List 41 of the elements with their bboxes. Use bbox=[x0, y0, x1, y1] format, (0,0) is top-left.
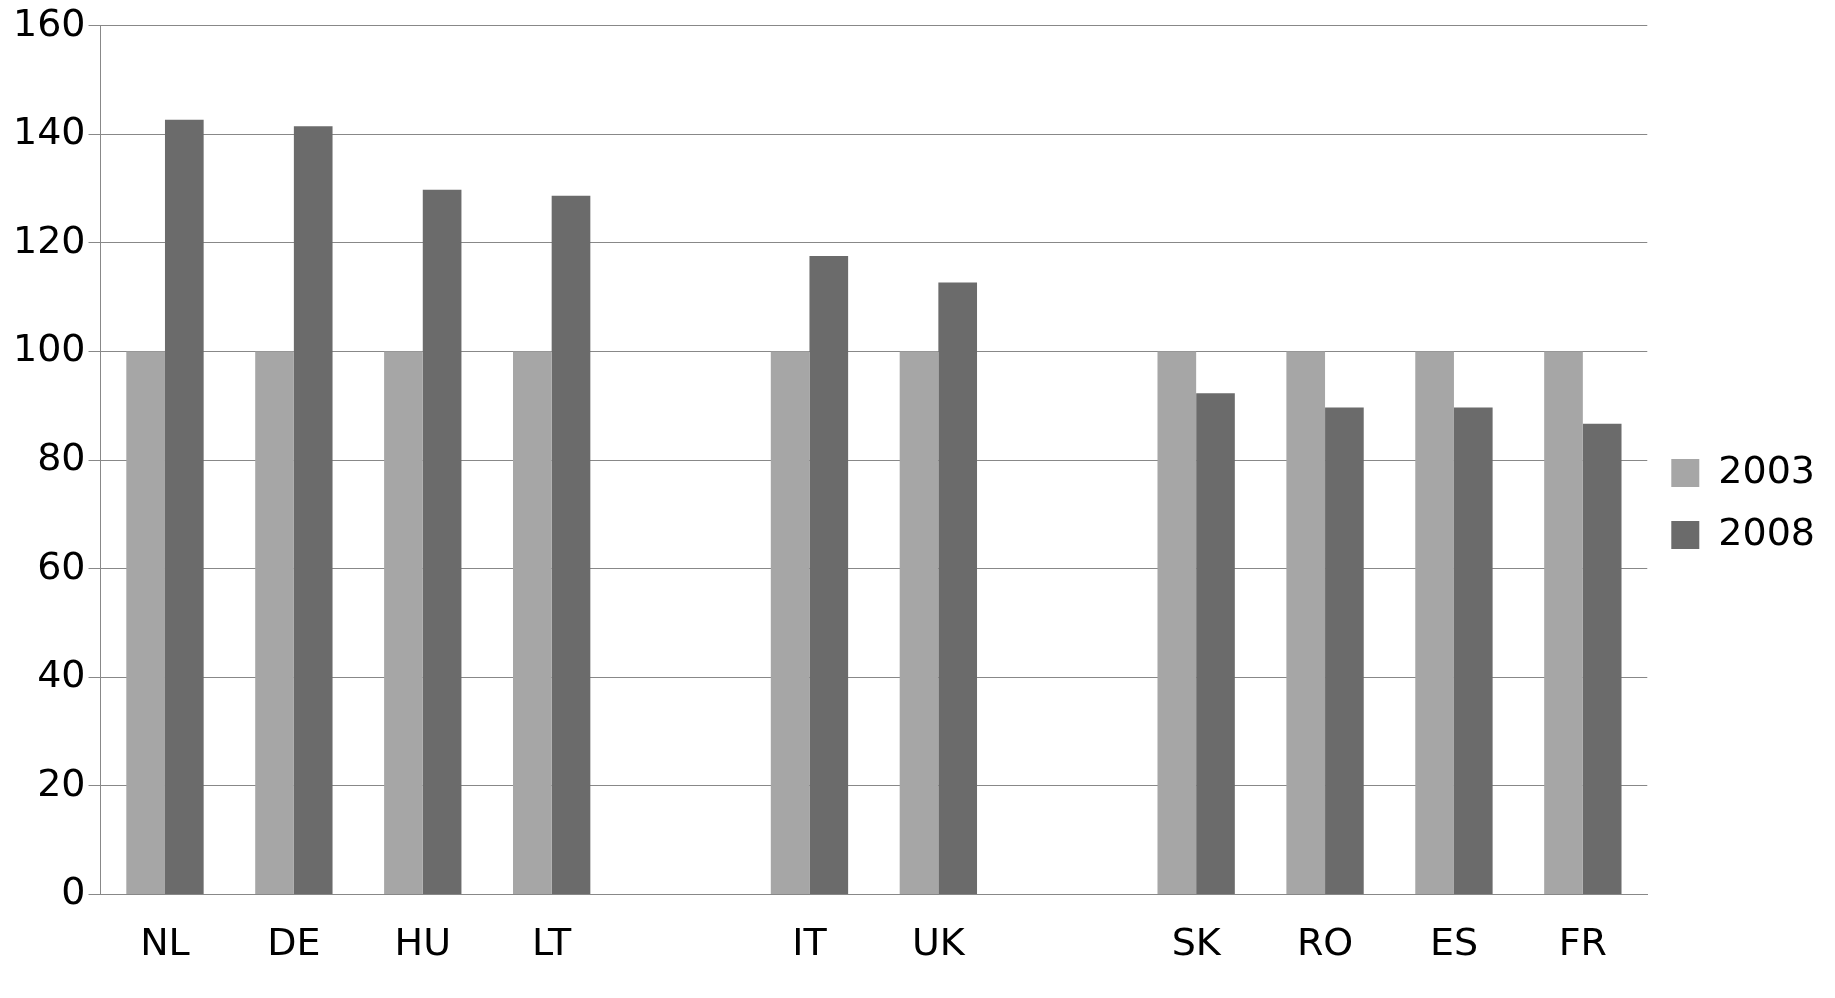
bar bbox=[1544, 351, 1583, 894]
x-tick-label: FR bbox=[1558, 920, 1607, 965]
x-tick-label: NL bbox=[140, 920, 190, 965]
bar bbox=[384, 351, 423, 894]
x-tick-label: SK bbox=[1171, 920, 1222, 965]
bar bbox=[422, 189, 462, 894]
bar bbox=[164, 119, 204, 894]
y-tick-label: 40 bbox=[37, 652, 86, 697]
legend-label: 2008 bbox=[1718, 509, 1816, 554]
bar bbox=[1415, 351, 1454, 894]
x-tick-label: IT bbox=[792, 920, 828, 965]
bar bbox=[551, 195, 591, 894]
bar bbox=[1453, 407, 1493, 894]
bar bbox=[255, 351, 294, 894]
bar bbox=[899, 351, 939, 894]
x-tick-label: DE bbox=[267, 920, 321, 965]
bar bbox=[513, 351, 552, 894]
y-tick-label: 120 bbox=[13, 217, 86, 262]
y-tick-label: 60 bbox=[37, 543, 86, 588]
legend-label: 2003 bbox=[1718, 447, 1816, 492]
bar bbox=[1325, 407, 1364, 894]
bar bbox=[293, 126, 333, 894]
x-tick-label: RO bbox=[1296, 920, 1354, 965]
x-tick-label: HU bbox=[394, 920, 451, 965]
y-tick-label: 20 bbox=[37, 760, 86, 805]
bar bbox=[1196, 393, 1235, 894]
bar bbox=[1286, 351, 1326, 894]
bar bbox=[1157, 351, 1197, 894]
y-tick-label: 140 bbox=[13, 109, 86, 154]
bar bbox=[1582, 423, 1622, 894]
y-tick-label: 160 bbox=[13, 0, 86, 45]
x-tick-label: ES bbox=[1429, 920, 1479, 965]
bar bbox=[938, 282, 978, 894]
bar bbox=[809, 255, 849, 894]
x-tick-label: LT bbox=[532, 920, 573, 965]
y-tick-label: 80 bbox=[37, 434, 86, 479]
x-tick-label: UK bbox=[911, 920, 966, 965]
bar bbox=[126, 351, 165, 894]
y-tick-label: 100 bbox=[13, 326, 86, 371]
bar bbox=[770, 351, 810, 894]
y-tick-label: 0 bbox=[61, 869, 86, 914]
